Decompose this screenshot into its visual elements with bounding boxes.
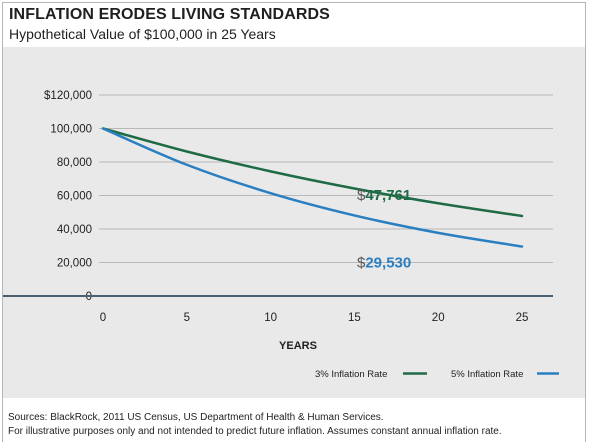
x-tick-label: 10 xyxy=(264,312,277,324)
x-axis-title: YEARS xyxy=(279,340,317,352)
chart-frame: INFLATION ERODES LIVING STANDARDS Hypoth… xyxy=(2,2,586,442)
legend-label: 3% Inflation Rate xyxy=(315,369,387,380)
end-label-value: 29,530 xyxy=(365,255,411,272)
legend-label: 5% Inflation Rate xyxy=(451,369,523,380)
end-label-dollar-sign: $ xyxy=(357,187,366,204)
end-label-5pct: $29,530 xyxy=(357,255,411,272)
series-line-3pct xyxy=(101,127,524,218)
y-tick-label: 40,000 xyxy=(57,224,92,236)
series-line-5pct xyxy=(101,127,524,248)
line-chart: 0 20,000 40,000 60,000 80,000 100,000 $120,000… xyxy=(3,90,559,380)
end-label-3pct: $47,761 xyxy=(357,187,411,204)
chart-footer: Sources: BlackRock, 2011 US Census, US D… xyxy=(3,398,585,442)
disclaimer-note: For illustrative purposes only and not i… xyxy=(8,426,502,437)
x-tick-label: 5 xyxy=(184,312,190,324)
chart-subtitle: Hypothetical Value of $100,000 in 25 Yea… xyxy=(9,26,276,42)
y-tick-label: 20,000 xyxy=(57,258,92,270)
y-tick-label: 80,000 xyxy=(57,157,92,169)
x-tick-label: 20 xyxy=(432,312,445,324)
chart-panel: 0 20,000 40,000 60,000 80,000 100,000 $120,000… xyxy=(3,47,585,398)
x-tick-label: 25 xyxy=(516,312,529,324)
chart-title: INFLATION ERODES LIVING STANDARDS xyxy=(9,6,330,23)
y-tick-label: 100,000 xyxy=(50,124,92,136)
y-tick-label: $120,000 xyxy=(44,90,92,102)
x-tick-label: 15 xyxy=(348,312,361,324)
end-label-dollar-sign: $ xyxy=(357,255,366,272)
end-label-value: 47,761 xyxy=(365,187,411,204)
sources-note: Sources: BlackRock, 2011 US Census, US D… xyxy=(8,412,384,423)
chart-header: INFLATION ERODES LIVING STANDARDS Hypoth… xyxy=(3,3,585,47)
y-tick-label: 60,000 xyxy=(57,191,92,203)
x-tick-label: 0 xyxy=(100,312,106,324)
